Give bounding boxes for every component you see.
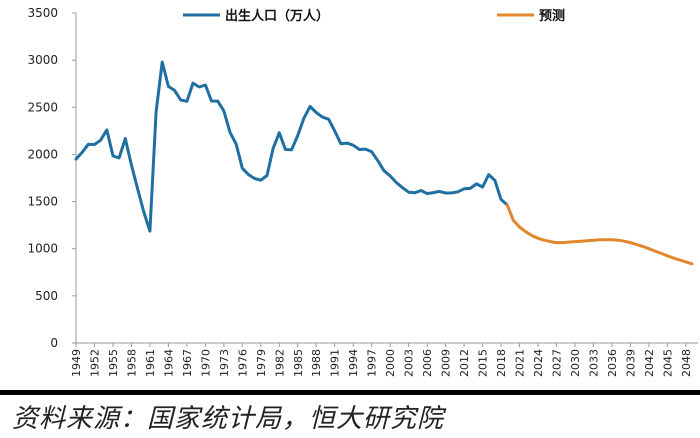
y-tick-label: 3500 <box>27 6 58 20</box>
x-tick-label: 1979 <box>255 349 268 377</box>
x-tick-label: 2006 <box>421 349 434 377</box>
x-tick-label: 2039 <box>624 349 637 377</box>
divider <box>0 390 700 395</box>
x-tick-label: 2027 <box>550 349 563 377</box>
y-tick-label: 2500 <box>27 100 58 114</box>
x-tick-label: 1958 <box>125 349 138 377</box>
x-tick-label: 2045 <box>661 349 674 377</box>
x-tick-label: 1991 <box>329 349 342 377</box>
x-tick-label: 2015 <box>477 349 490 377</box>
x-tick-label: 1949 <box>70 349 83 377</box>
x-tick-label: 1994 <box>347 349 360 377</box>
x-tick-label: 1985 <box>292 349 305 377</box>
y-tick-label: 1500 <box>27 195 58 209</box>
x-tick-label: 1988 <box>310 349 323 377</box>
x-tick-label: 1952 <box>88 349 101 377</box>
x-tick-label: 1982 <box>273 349 286 377</box>
x-tick-label: 2042 <box>643 349 656 377</box>
legend-label-1: 预测 <box>539 8 565 24</box>
y-tick-label: 3000 <box>27 53 58 67</box>
y-tick-label: 500 <box>35 289 58 303</box>
x-tick-label: 2012 <box>458 349 471 377</box>
source-note: 资料来源：国家统计局，恒大研究院 <box>12 404 445 434</box>
x-tick-label: 1961 <box>144 349 157 377</box>
x-tick-label: 2021 <box>514 349 527 377</box>
x-tick-label: 1967 <box>181 349 194 377</box>
x-tick-label: 1997 <box>366 349 379 377</box>
x-tick-label: 1955 <box>107 349 120 377</box>
x-tick-label: 2024 <box>532 349 545 377</box>
x-tick-label: 1976 <box>236 349 249 377</box>
birth-population-chart: 0 500 1000 1500 2000 2500 3000 3500 1949 1952 1955… <box>27 6 699 377</box>
x-tick-label: 1970 <box>199 349 212 377</box>
x-tick-label: 2036 <box>606 349 619 377</box>
x-tick-label: 1964 <box>162 349 175 377</box>
y-tick-label: 2000 <box>27 147 58 161</box>
y-tick-label: 1000 <box>27 242 58 256</box>
x-tick-label: 2003 <box>403 349 416 377</box>
series-line-1 <box>505 203 694 266</box>
x-tick-label: 1973 <box>218 349 231 377</box>
x-tick-label: 2030 <box>569 349 582 377</box>
x-tick-label: 2018 <box>495 349 508 377</box>
x-tick-label: 2000 <box>384 349 397 377</box>
x-tick-label: 2009 <box>440 349 453 377</box>
series-line-0 <box>74 60 509 233</box>
x-tick-label: 2048 <box>680 349 693 377</box>
y-tick-label: 0 <box>50 336 58 350</box>
legend-label-0: 出生人口（万人） <box>225 8 329 24</box>
x-tick-label: 2033 <box>587 349 600 377</box>
